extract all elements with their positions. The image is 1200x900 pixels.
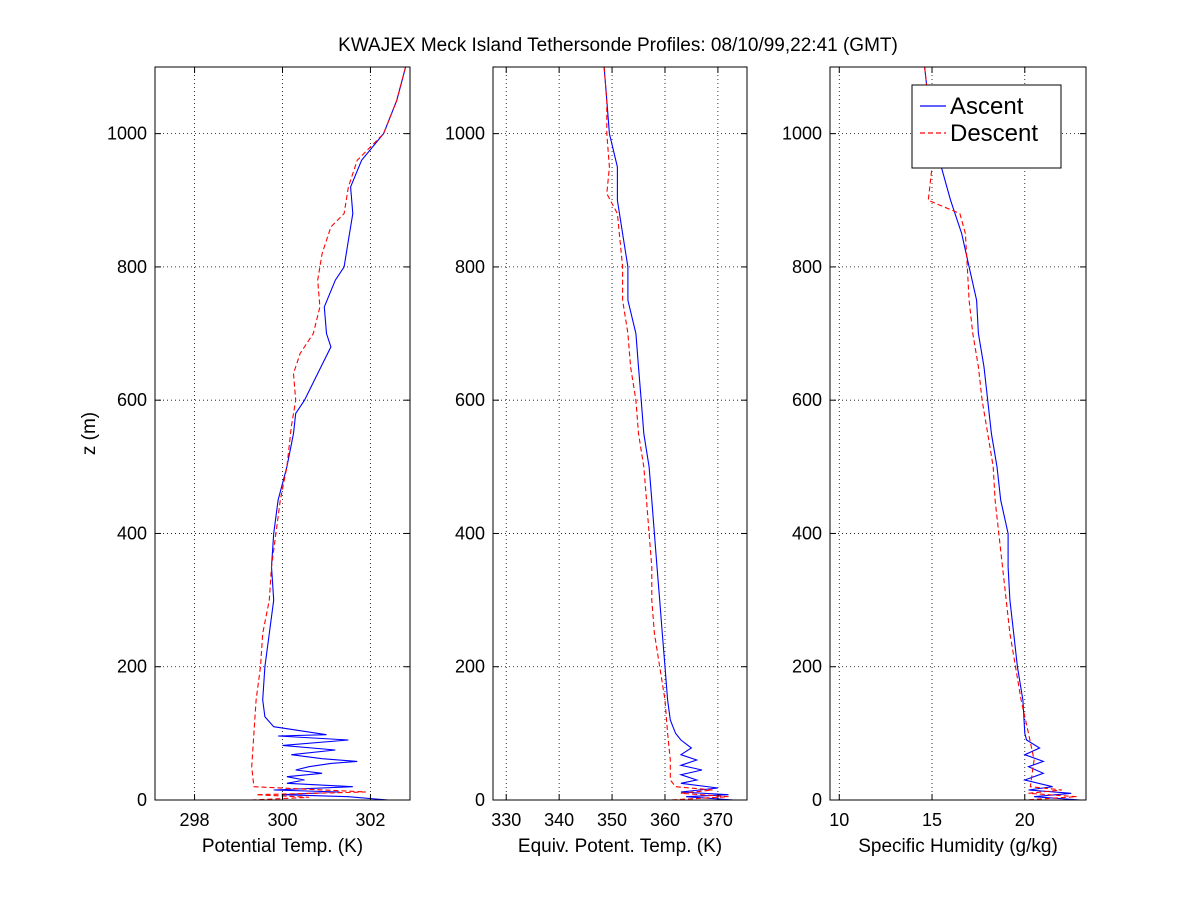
figure-title: KWAJEX Meck Island Tethersonde Profiles:… <box>338 35 898 56</box>
series-line-ascent <box>495 67 734 800</box>
x-tick-label: 350 <box>597 810 627 830</box>
y-tick-label: 400 <box>455 523 485 543</box>
legend-label-descent: Descent <box>950 120 1038 147</box>
y-tick-label: 1000 <box>107 124 147 144</box>
y-tick-label: 200 <box>455 657 485 677</box>
series-line-ascent <box>159 67 407 800</box>
y-tick-label: 1000 <box>782 124 822 144</box>
x-tick-label: 302 <box>355 810 385 830</box>
panel-2: 330 340 350 360 370 0 200 400 600 800 1000 Equiv. P… <box>445 66 748 857</box>
x-tick-label: 15 <box>922 810 942 830</box>
axis-frame <box>829 66 1087 801</box>
x-axis-label: Potential Temp. (K) <box>202 836 363 857</box>
legend-label-ascent: Ascent <box>950 93 1024 120</box>
y-tick-label: 200 <box>792 657 822 677</box>
y-tick-label: 400 <box>117 523 147 543</box>
y-tick-label: 1000 <box>445 124 485 144</box>
y-tick-label: 600 <box>455 390 485 410</box>
y-axis-label: z (m) <box>79 412 100 455</box>
x-tick-label: 20 <box>1015 810 1035 830</box>
y-tick-label: 800 <box>117 257 147 277</box>
series-line-ascent <box>857 67 1081 800</box>
legend-box <box>911 84 1062 169</box>
x-axis-label: Equiv. Potent. Temp. (K) <box>518 836 722 857</box>
x-tick-label: 300 <box>267 810 297 830</box>
x-tick-label: 298 <box>180 810 210 830</box>
panel-1: 298 300 302 0 200 400 600 800 1000 Potential Temp… <box>79 66 411 857</box>
series-line-descent <box>251 67 407 800</box>
plot-area <box>155 67 410 800</box>
series-line-descent <box>603 67 729 800</box>
y-tick-label: 600 <box>117 390 147 410</box>
y-tick-label: 800 <box>455 257 485 277</box>
series-line-descent <box>924 67 1077 800</box>
y-tick-label: 0 <box>475 790 485 810</box>
y-tick-label: 400 <box>792 523 822 543</box>
y-tick-label: 0 <box>137 790 147 810</box>
x-tick-label: 360 <box>650 810 680 830</box>
plot-area <box>493 67 747 800</box>
y-tick-label: 0 <box>812 790 822 810</box>
x-tick-label: 370 <box>703 810 733 830</box>
x-tick-label: 340 <box>544 810 574 830</box>
y-tick-label: 200 <box>117 657 147 677</box>
y-tick-label: 600 <box>792 390 822 410</box>
x-tick-label: 10 <box>829 810 849 830</box>
axis-frame <box>492 66 748 801</box>
x-tick-label: 330 <box>491 810 521 830</box>
y-tick-label: 800 <box>792 257 822 277</box>
x-axis-label: Specific Humidity (g/kg) <box>858 836 1058 857</box>
plot-area <box>830 67 1086 800</box>
